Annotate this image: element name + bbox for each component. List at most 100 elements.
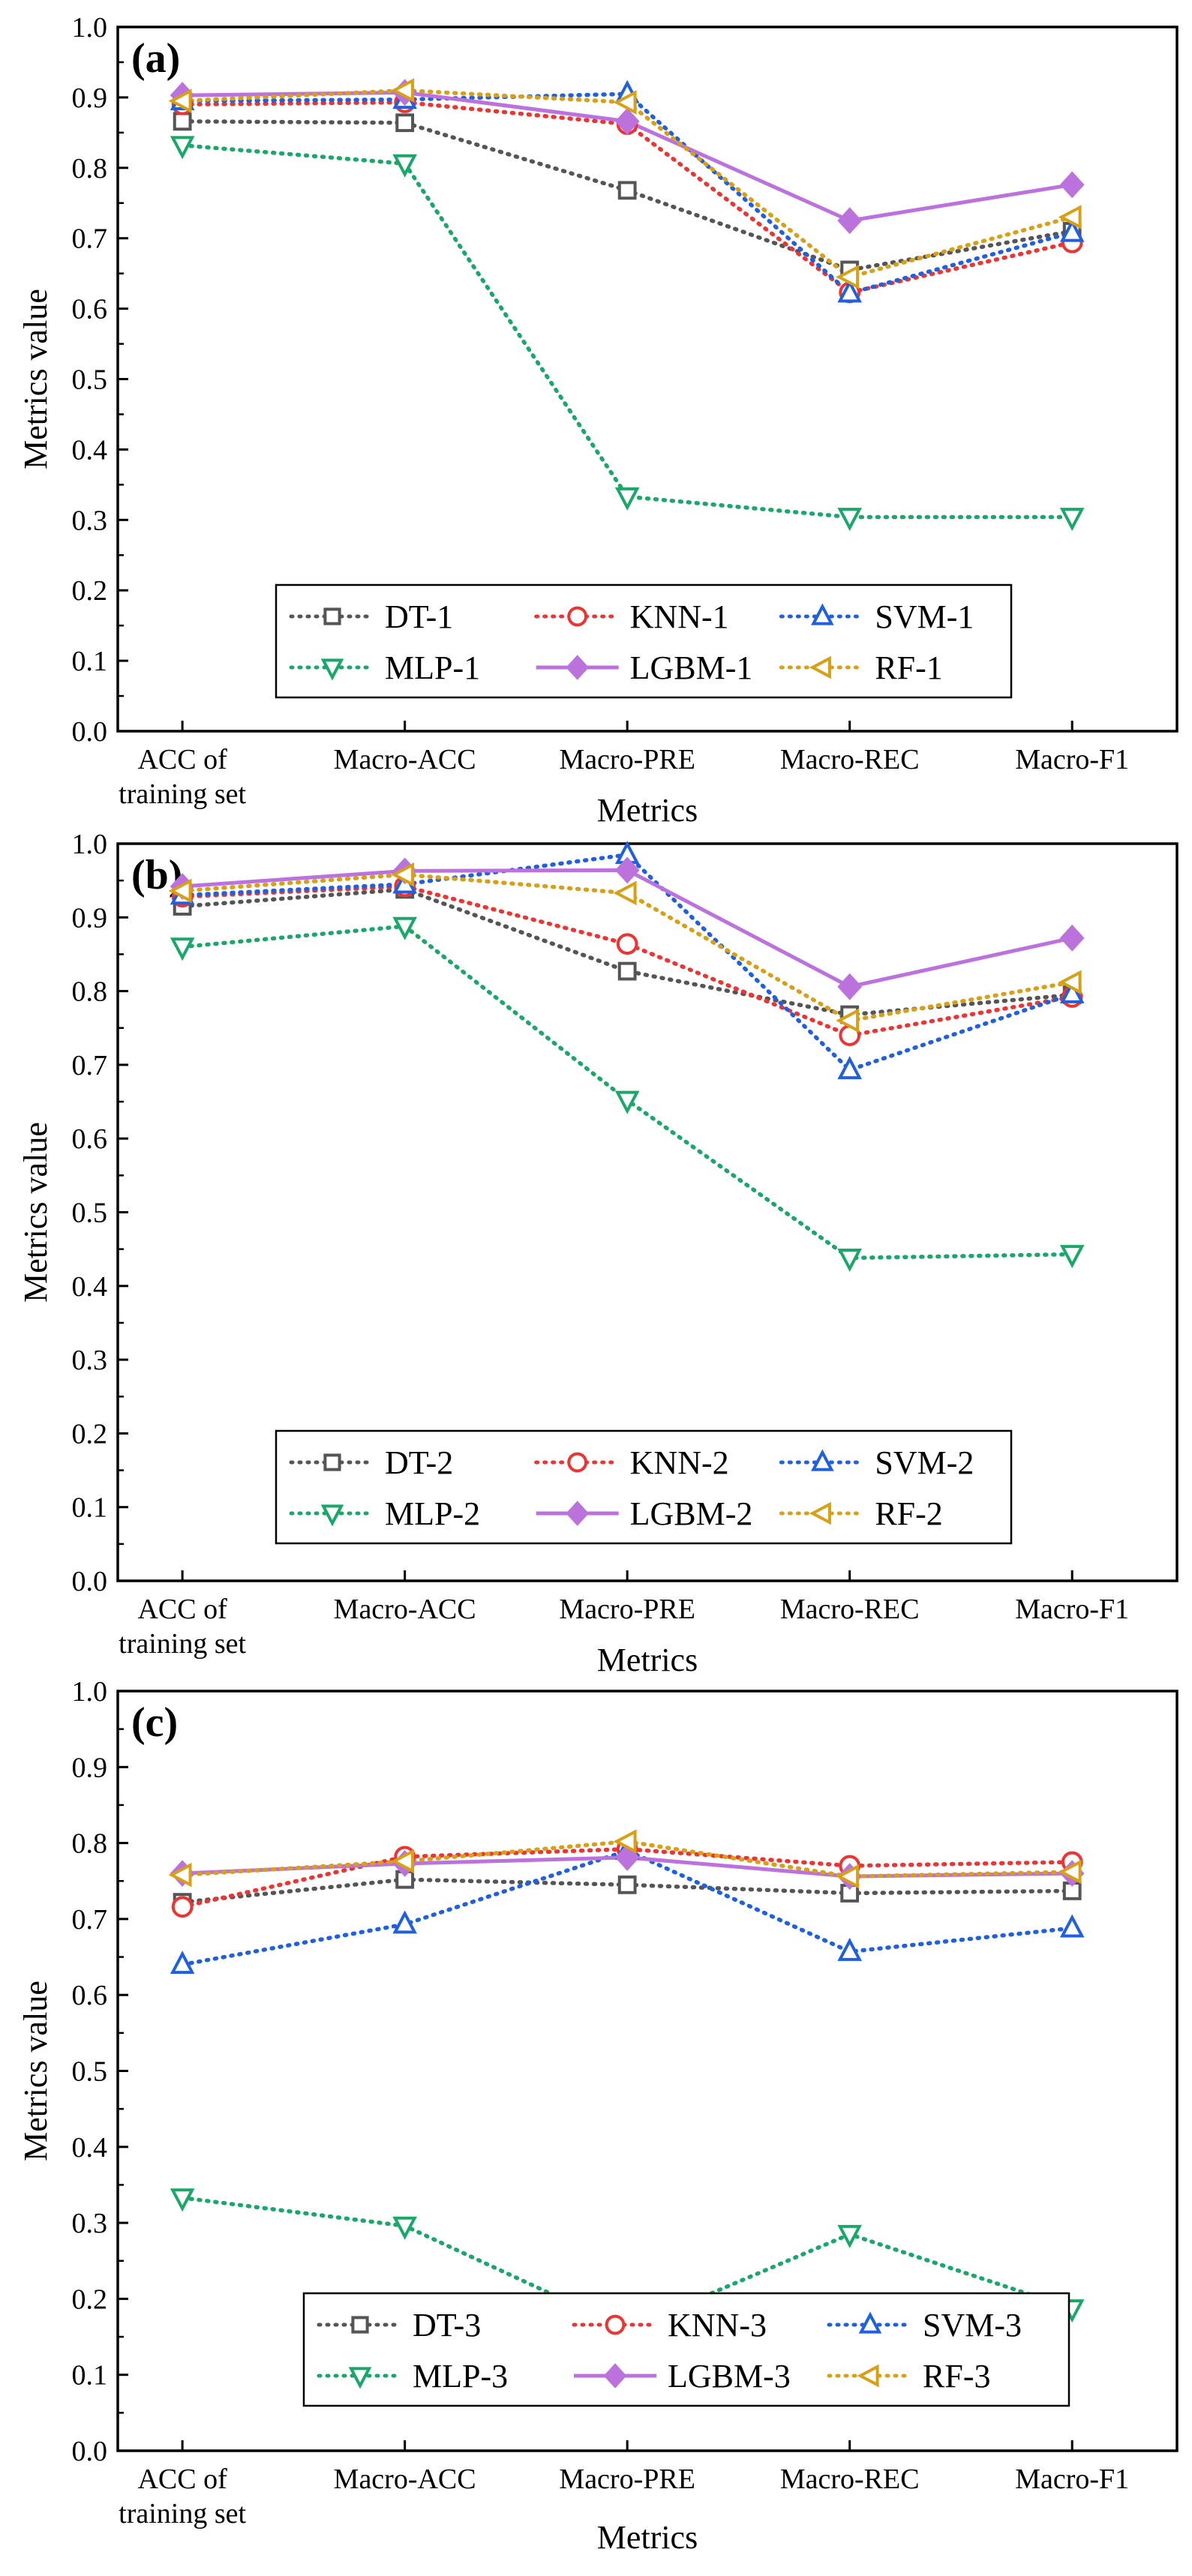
y-tick-label: 0.0 bbox=[72, 1566, 108, 1597]
data-point-rf-2 bbox=[613, 880, 637, 906]
data-point-rf-1 bbox=[836, 265, 860, 289]
x-tick-label: Macro-REC bbox=[780, 744, 920, 775]
legend: DT-3 KNN-3 SVM-3 MLP-3 LGBM-3 RF-3 bbox=[302, 2292, 1070, 2407]
legend-label: RF-2 bbox=[875, 1495, 942, 1532]
x-tick-label: ACC of bbox=[137, 2464, 227, 2495]
legend-marker bbox=[567, 606, 588, 627]
data-point-mlp-2 bbox=[837, 1249, 863, 1273]
data-point-mlp-1 bbox=[1059, 508, 1085, 532]
data-point-svm-2 bbox=[837, 1056, 863, 1080]
data-point-svm-3 bbox=[170, 1951, 195, 1975]
data-point-svm-3 bbox=[837, 1937, 863, 1961]
data-point-mlp-1 bbox=[614, 487, 640, 511]
legend-label: MLP-3 bbox=[413, 2358, 508, 2395]
data-point-mlp-2 bbox=[170, 937, 195, 961]
x-tick-label: Macro-ACC bbox=[334, 2464, 476, 2495]
data-point-mlp-3 bbox=[392, 2216, 417, 2240]
x-tick-label: training set bbox=[119, 778, 246, 810]
data-point-mlp-3 bbox=[837, 2224, 863, 2248]
legend-label: KNN-2 bbox=[630, 1444, 729, 1481]
y-tick-label: 0.5 bbox=[72, 2056, 108, 2088]
legend-label: MLP-1 bbox=[385, 649, 480, 686]
y-tick-label: 0.3 bbox=[72, 2208, 108, 2239]
data-point-mlp-1 bbox=[837, 508, 863, 532]
chart-panel-0: 0.0 0.1 0.2 0.3 0.4 0.5 0.6 0.7 0.8 0.9 1.0 ACC oft… bbox=[17, 12, 1178, 829]
legend-label: MLP-2 bbox=[385, 1495, 480, 1532]
legend-label: DT-1 bbox=[385, 598, 453, 635]
y-axis-title: Metrics value bbox=[17, 289, 54, 469]
data-point-lgbm-1 bbox=[1059, 171, 1085, 199]
legend-marker bbox=[323, 607, 341, 625]
data-point-dt-3 bbox=[617, 1875, 637, 1894]
data-point-dt-2 bbox=[617, 961, 637, 981]
y-tick-label: 0.9 bbox=[72, 902, 108, 934]
y-tick-label: 0.0 bbox=[72, 716, 108, 748]
y-tick-label: 0.8 bbox=[72, 153, 108, 184]
y-tick-label: 0.8 bbox=[72, 976, 108, 1008]
legend-label: DT-2 bbox=[385, 1444, 453, 1481]
y-tick-label: 1.0 bbox=[72, 1676, 108, 1708]
legend-marker bbox=[320, 658, 344, 681]
data-point-rf-3 bbox=[168, 1862, 192, 1888]
y-tick-label: 0.3 bbox=[72, 1345, 108, 1376]
data-point-knn-2 bbox=[616, 933, 638, 955]
data-point-lgbm-1 bbox=[614, 107, 640, 135]
x-tick-label: Macro-F1 bbox=[1015, 1594, 1129, 1625]
y-tick-label: 0.2 bbox=[72, 575, 108, 607]
data-point-rf-3 bbox=[836, 1864, 860, 1889]
data-point-svm-3 bbox=[392, 1910, 417, 1934]
y-tick-label: 0.7 bbox=[72, 1904, 108, 1936]
legend-marker bbox=[603, 2363, 627, 2389]
panel-label: (a) bbox=[131, 35, 180, 82]
data-point-dt-1 bbox=[395, 113, 415, 133]
y-tick-label: 0.0 bbox=[72, 2436, 108, 2467]
y-tick-label: 0.1 bbox=[72, 646, 108, 677]
legend: DT-2 KNN-2 SVM-2 MLP-2 LGBM-2 RF-2 bbox=[275, 1429, 1013, 1545]
y-tick-label: 0.2 bbox=[72, 1418, 108, 1450]
data-point-dt-1 bbox=[173, 112, 192, 131]
legend-box bbox=[275, 583, 1013, 699]
y-tick-label: 0.5 bbox=[72, 1198, 108, 1229]
legend-marker bbox=[566, 1501, 589, 1526]
legend-label: RF-1 bbox=[875, 649, 942, 686]
data-point-mlp-1 bbox=[392, 154, 417, 178]
y-tick-label: 0.6 bbox=[72, 1123, 108, 1155]
data-point-mlp-1 bbox=[170, 136, 195, 160]
chart-panel-2: 0.0 0.1 0.2 0.3 0.4 0.5 0.6 0.7 0.8 0.9 1.0 ACC oft… bbox=[17, 1676, 1178, 2556]
data-point-rf-2 bbox=[1058, 970, 1082, 995]
x-tick-label: Macro-F1 bbox=[1015, 744, 1129, 775]
legend-marker bbox=[351, 2316, 369, 2334]
x-tick-label: Macro-PRE bbox=[559, 2464, 695, 2495]
legend-marker bbox=[809, 1501, 831, 1525]
data-point-lgbm-1 bbox=[837, 207, 863, 235]
legend-label: KNN-3 bbox=[668, 2307, 767, 2344]
data-point-rf-1 bbox=[391, 78, 415, 103]
data-point-svm-3 bbox=[1059, 1914, 1085, 1938]
legend-label: KNN-1 bbox=[630, 598, 729, 635]
x-tick-label: training set bbox=[119, 2498, 246, 2530]
x-tick-label: Macro-F1 bbox=[1015, 2464, 1129, 2495]
y-tick-label: 0.1 bbox=[72, 2360, 108, 2392]
y-tick-label: 0.2 bbox=[72, 2284, 108, 2315]
legend: DT-1 KNN-1 SVM-1 MLP-1 LGBM-1 RF-1 bbox=[275, 583, 1013, 699]
legend-marker bbox=[323, 1453, 341, 1471]
data-point-knn-3 bbox=[171, 1896, 194, 1918]
data-point-mlp-3 bbox=[170, 2188, 195, 2212]
y-axis-title: Metrics value bbox=[17, 1122, 54, 1303]
data-point-rf-2 bbox=[168, 878, 192, 904]
y-tick-label: 1.0 bbox=[72, 12, 108, 43]
x-tick-label: Macro-PRE bbox=[559, 744, 695, 775]
panel-label: (c) bbox=[131, 1699, 178, 1746]
legend-marker bbox=[811, 1449, 834, 1471]
legend-marker bbox=[605, 2314, 626, 2335]
legend-marker bbox=[857, 2364, 879, 2388]
x-tick-label: Macro-ACC bbox=[334, 1594, 476, 1625]
x-tick-label: Macro-PRE bbox=[559, 1594, 695, 1625]
y-tick-label: 0.9 bbox=[72, 82, 108, 114]
series-line-mlp-1 bbox=[180, 143, 1074, 520]
legend-label: LGBM-1 bbox=[630, 649, 753, 686]
y-tick-label: 0.7 bbox=[72, 223, 108, 255]
legend-label: DT-3 bbox=[413, 2307, 481, 2344]
data-point-svm-2 bbox=[1059, 979, 1085, 1003]
data-point-svm-1 bbox=[1059, 218, 1085, 242]
